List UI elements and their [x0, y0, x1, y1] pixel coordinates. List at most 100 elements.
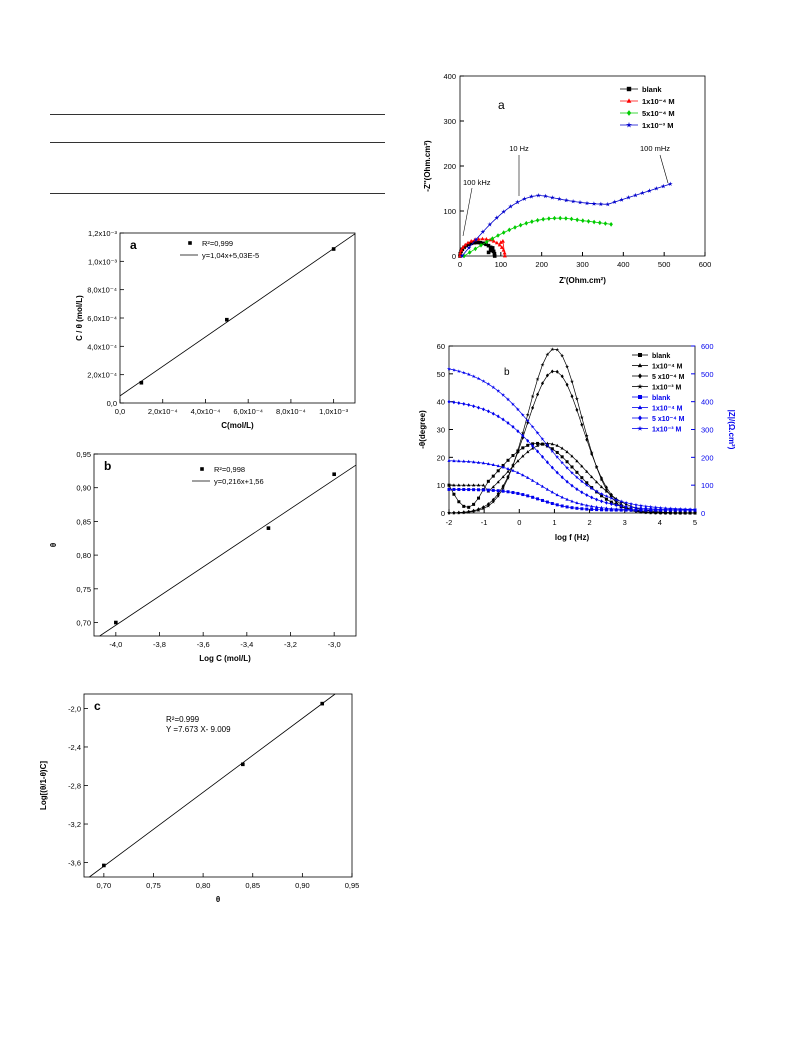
x-tick-label: -1 — [481, 518, 488, 527]
data-point — [575, 487, 579, 492]
x-tick-label: 1,0x10⁻³ — [319, 407, 348, 416]
chart-b: -4,0 -3,8 -3,6 -3,4 -3,2 -3,0 0,70 0,75 0,80 0,85… — [49, 450, 357, 663]
data-point — [659, 507, 663, 512]
panel-label: c — [94, 699, 101, 713]
data-point — [472, 483, 476, 487]
x-tick-label: -3,2 — [284, 640, 297, 649]
legend-marker — [638, 373, 642, 379]
y-tick-label: 200 — [443, 162, 456, 171]
data-point — [452, 487, 456, 491]
y-tick-label: 50 — [437, 370, 445, 379]
legend-r2: R²=0,998 — [214, 465, 245, 474]
legend-r2: R²=0.999 — [166, 715, 200, 724]
legend-label: 1x10⁻³ M — [652, 427, 682, 434]
legend-equation: y=1,04x+5,03E-5 — [202, 251, 259, 260]
x-tick-label: 6,0x10⁻⁴ — [233, 407, 263, 416]
data-point — [624, 507, 628, 511]
data-point — [506, 490, 510, 494]
data-point — [521, 454, 525, 458]
data-point — [550, 369, 554, 374]
data-point — [599, 491, 604, 496]
data-point — [584, 200, 590, 206]
data-point — [555, 503, 559, 507]
data-point — [499, 245, 504, 249]
x-tick-label: 1 — [552, 518, 556, 527]
data-point — [545, 373, 549, 378]
data-point — [678, 510, 683, 515]
data-point — [506, 467, 510, 470]
data-point — [653, 505, 658, 510]
data-point — [481, 488, 485, 492]
data-point — [595, 497, 599, 502]
x-tick-label: 0,70 — [97, 881, 112, 890]
data-point — [515, 199, 520, 205]
y-tick-label: 1,2x10⁻³ — [88, 229, 117, 238]
plot-frame — [83, 693, 353, 878]
y-tick-label: 1,0x10⁻³ — [88, 257, 117, 266]
data-point — [526, 443, 530, 447]
data-point — [491, 385, 496, 389]
data-point — [477, 405, 480, 410]
data-point — [462, 402, 466, 406]
data-point — [530, 219, 534, 224]
data-point — [461, 245, 465, 249]
data-point — [501, 248, 506, 252]
data-point — [477, 488, 481, 492]
data-point — [629, 505, 633, 510]
legend-label: 5 x10⁻⁴ M — [652, 374, 685, 381]
y-axis-label: -θ(degree) — [418, 410, 427, 449]
data-point — [506, 458, 510, 462]
data-point — [491, 463, 495, 466]
data-point — [565, 460, 569, 464]
data-point — [558, 215, 562, 221]
data-point — [531, 442, 535, 446]
x-tick-label: 4 — [658, 518, 662, 527]
data-point — [604, 508, 608, 512]
data-point — [478, 240, 483, 245]
x-tick-label: 0,85 — [245, 881, 260, 890]
data-point — [653, 510, 658, 515]
data-point — [518, 222, 523, 228]
data-point — [603, 221, 608, 226]
data-point — [467, 488, 471, 492]
data-point — [457, 483, 461, 487]
x-tick-label: -3,6 — [197, 640, 210, 649]
data-point — [496, 494, 501, 498]
data-point — [663, 510, 668, 515]
data-point — [526, 475, 530, 479]
data-point — [531, 444, 535, 448]
data-point — [266, 526, 271, 530]
data-point — [459, 248, 464, 252]
data-point — [550, 490, 554, 494]
data-point — [481, 407, 485, 412]
data-point — [638, 510, 643, 514]
data-point — [560, 475, 564, 480]
y-tick-label: -2,4 — [68, 743, 81, 752]
data-point — [480, 229, 486, 234]
data-point — [619, 197, 625, 202]
panel-label: a — [498, 98, 505, 112]
data-point — [459, 253, 465, 258]
data-point — [501, 475, 505, 479]
x-tick-label: -4,0 — [109, 640, 122, 649]
data-point — [585, 469, 589, 473]
x-tick-label: 0,75 — [146, 881, 161, 890]
series-line — [449, 443, 696, 514]
data-point — [536, 441, 540, 445]
data-point — [654, 507, 658, 511]
legend-marker — [188, 241, 192, 245]
x-tick-label: -3,4 — [240, 640, 253, 649]
annotation-arrow — [462, 187, 473, 237]
data-point — [634, 505, 638, 510]
data-point — [458, 253, 462, 258]
data-point — [447, 487, 451, 491]
data-point — [536, 192, 541, 198]
data-point — [540, 437, 545, 441]
data-point — [599, 485, 604, 489]
data-point — [461, 370, 466, 375]
data-point — [481, 461, 486, 465]
data-point — [491, 239, 496, 243]
data-point — [545, 352, 550, 357]
chart-c: 0,70 0,75 0,80 0,85 0,90 0,95 -3,6 -3,2 -2,8 -2,4… — [39, 693, 359, 904]
data-point — [456, 510, 461, 515]
